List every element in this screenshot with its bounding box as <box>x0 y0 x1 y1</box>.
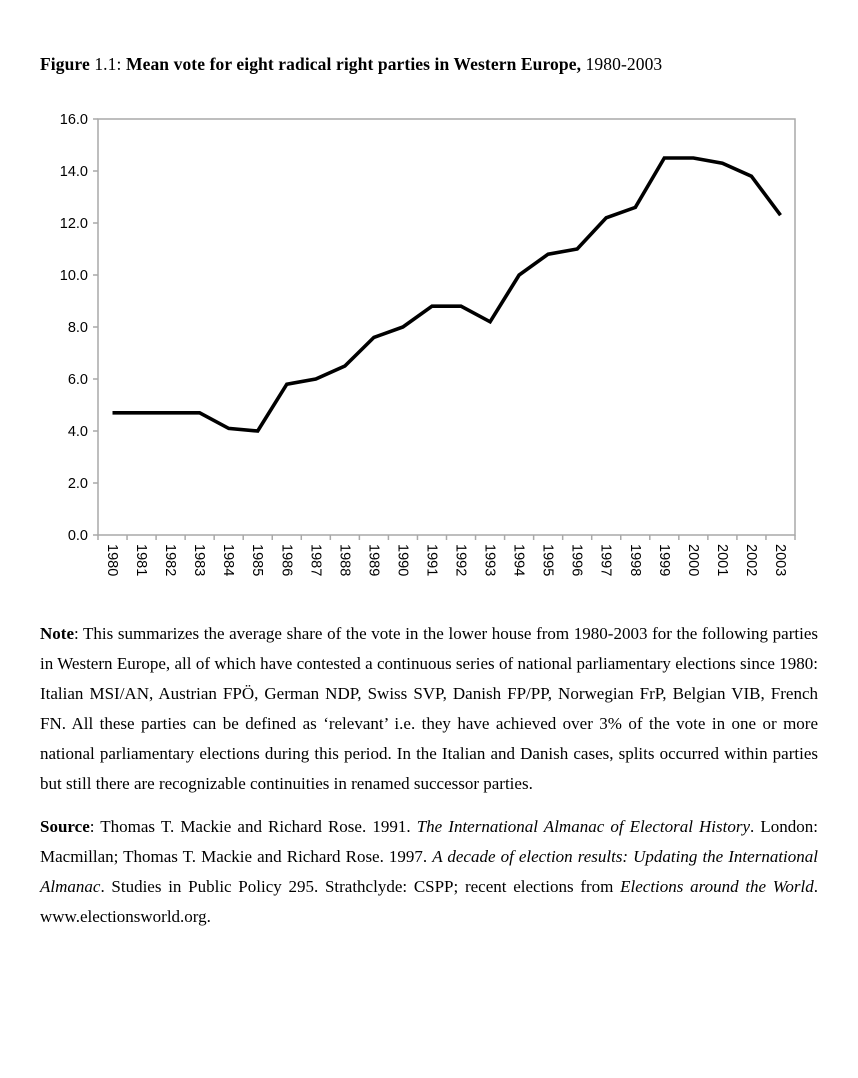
figure-caption-years: 1980-2003 <box>581 54 663 74</box>
x-axis-ticks <box>97 535 796 540</box>
y-tick-label: 2.0 <box>68 476 88 492</box>
note-text: : This summarizes the average share of t… <box>40 624 818 793</box>
y-tick-label: 14.0 <box>60 164 88 180</box>
x-tick-label: 1980 <box>104 544 120 576</box>
figure-label: Figure <box>40 54 90 74</box>
figure-caption-text: Mean vote for eight radical right partie… <box>125 54 582 74</box>
x-tick-label: 1981 <box>133 544 149 576</box>
y-tick-label: 0.0 <box>68 528 88 544</box>
figure-chart-area: 0.0 2.0 4.0 6.0 8.0 10.0 12.0 14.0 16.0 1980 1981 1… <box>40 103 858 595</box>
x-axis-labels: 1980 1981 1982 1983 1984 1985 1986 1987 1988 1989… <box>104 544 788 576</box>
y-tick-label: 6.0 <box>68 372 88 388</box>
x-tick-label: 1994 <box>511 544 527 576</box>
x-tick-label: 1995 <box>540 544 556 576</box>
y-tick-label: 12.0 <box>60 216 88 232</box>
figure-caption: Figure 1.1: Mean vote for eight radical … <box>40 54 818 75</box>
x-tick-label: 1988 <box>336 544 352 576</box>
x-tick-label: 1998 <box>627 544 643 576</box>
x-tick-label: 2001 <box>714 544 730 576</box>
source-text-4: . www.electionsworld.org. <box>40 877 818 926</box>
y-axis-labels: 0.0 2.0 4.0 6.0 8.0 10.0 12.0 14.0 16.0 <box>60 112 98 544</box>
x-tick-label: 1999 <box>656 544 672 576</box>
source-text-1: : Thomas T. Mackie and Richard Rose. 199… <box>89 817 417 836</box>
x-tick-label: 1991 <box>423 544 439 576</box>
note-label: Note <box>40 624 74 643</box>
x-tick-label: 1989 <box>365 544 381 576</box>
note-paragraph: Note: This summarizes the average share … <box>40 619 818 799</box>
source-cited-title-1: The International Almanac of Electoral H… <box>416 817 751 836</box>
source-label: Source <box>40 817 90 836</box>
x-tick-label: 1983 <box>191 544 207 576</box>
y-tick-label: 10.0 <box>60 268 88 284</box>
source-cited-title-3: Elections around the World <box>620 877 814 896</box>
x-tick-label: 1984 <box>220 544 236 576</box>
x-tick-label: 2002 <box>743 544 759 576</box>
y-tick-label: 8.0 <box>68 320 88 336</box>
x-tick-label: 2003 <box>772 544 788 576</box>
x-tick-label: 1990 <box>394 544 410 576</box>
x-tick-label: 1982 <box>162 544 178 576</box>
x-tick-label: 1993 <box>482 544 498 576</box>
plot-border <box>97 118 796 536</box>
vote-share-line <box>112 156 782 433</box>
source-text-2: . London: Macmillan; Thomas T. Mackie an… <box>40 817 819 866</box>
source-cited-title-2: A decade of election results: Updating t… <box>40 847 818 896</box>
source-text-3: . Studies in Public Policy 295. Strathcl… <box>100 877 621 896</box>
y-tick-label: 4.0 <box>68 424 88 440</box>
figure-number: 1.1: <box>89 54 126 74</box>
x-tick-label: 1986 <box>278 544 294 576</box>
x-tick-label: 1985 <box>249 544 265 576</box>
x-tick-label: 1996 <box>569 544 585 576</box>
x-tick-label: 1992 <box>453 544 469 576</box>
y-tick-label: 16.0 <box>60 112 88 128</box>
x-tick-label: 1987 <box>307 544 323 576</box>
x-tick-label: 2000 <box>685 544 701 576</box>
x-tick-label: 1997 <box>598 544 614 576</box>
source-paragraph: Source: Thomas T. Mackie and Richard Ros… <box>40 812 818 932</box>
